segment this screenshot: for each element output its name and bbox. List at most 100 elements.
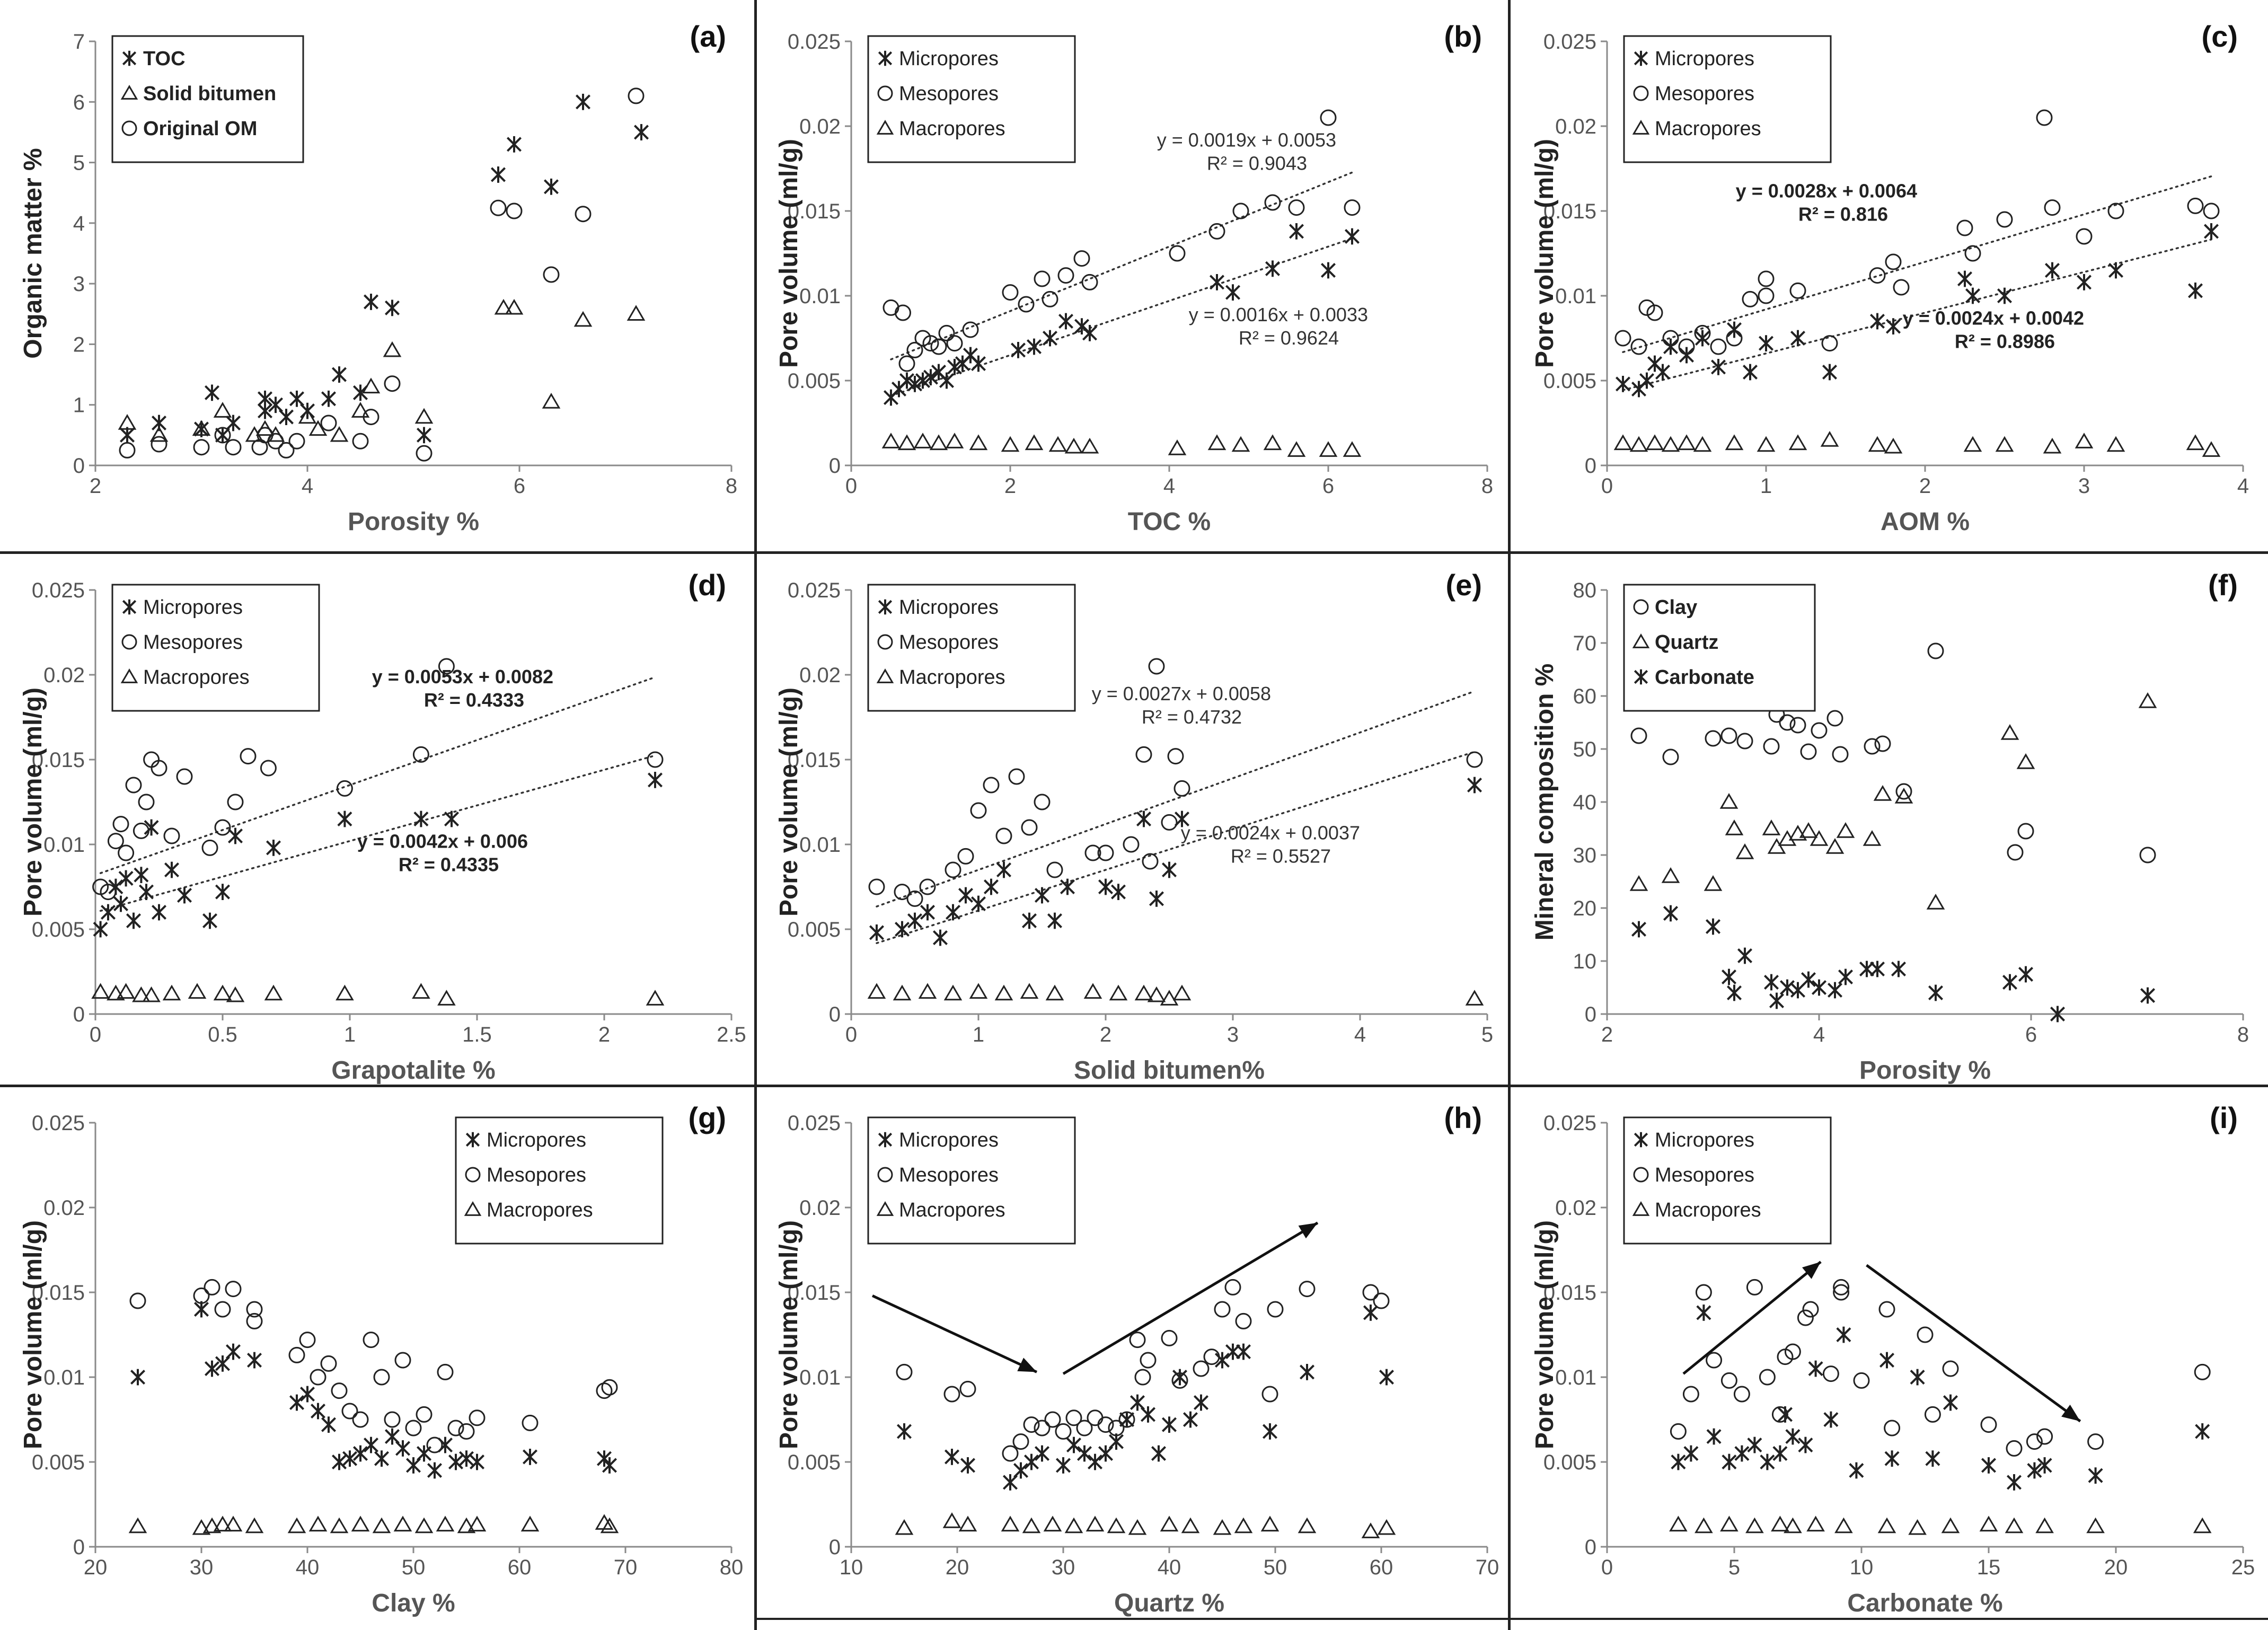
data-point-circle — [214, 1301, 231, 1318]
data-point-circle — [543, 266, 560, 283]
data-point-circle — [1646, 304, 1663, 321]
data-point-circle — [1784, 1343, 1801, 1360]
data-point-asterisk — [970, 355, 986, 372]
data-point-circle — [2107, 202, 2124, 219]
data-point-circle — [246, 1301, 263, 1318]
legend-label: Mesopores — [899, 1164, 999, 1186]
data-point-triangle — [1234, 1517, 1253, 1534]
data-point-asterisk — [1760, 1453, 1775, 1470]
data-point-asterisk — [915, 372, 931, 389]
data-point-circle — [214, 427, 231, 444]
data-point-circle — [2044, 199, 2061, 216]
x-axis-title: TOC % — [1128, 508, 1211, 536]
data-point-asterisk — [1706, 1428, 1722, 1445]
data-point-circle — [1118, 1411, 1135, 1428]
y-tick-label: 0.025 — [32, 579, 85, 602]
data-point-triangle — [1048, 436, 1067, 452]
data-point-circle — [2187, 197, 2204, 214]
data-point-circle — [1874, 735, 1891, 752]
y-tick-label: 0 — [73, 454, 85, 478]
x-tick-label: 4 — [1354, 1023, 1366, 1046]
chart-panel-e: 0 1 2 3 4 5 0 0.005 0.01 0.015 0.02 0.025 Solid bitu… — [756, 553, 1512, 1095]
data-point-circle — [983, 777, 1000, 794]
data-point-asterisk — [920, 904, 936, 921]
data-point-asterisk — [1808, 1360, 1823, 1377]
trendline-equation: y = 0.0016x + 0.0033 — [1189, 304, 1368, 325]
data-point-asterisk — [469, 1453, 485, 1470]
data-point-triangle — [542, 393, 561, 409]
y-tick-label: 0.01 — [43, 1366, 85, 1389]
data-point-circle — [522, 1414, 539, 1431]
data-point-asterisk — [100, 904, 116, 921]
data-point-circle — [1034, 270, 1051, 287]
legend-box — [111, 584, 320, 712]
data-point-asterisk — [1721, 968, 1737, 985]
data-point-circle — [1797, 1309, 1814, 1326]
data-point-circle — [868, 878, 885, 895]
data-point-triangle — [1720, 1516, 1738, 1532]
data-point-triangle — [1725, 820, 1744, 835]
legend-box — [111, 35, 304, 163]
data-point-triangle — [1160, 1516, 1179, 1532]
legend-label: Mesopores — [1655, 83, 1754, 105]
y-tick-label: 0.015 — [32, 748, 85, 772]
data-point-triangle — [1613, 434, 1632, 451]
data-point-asterisk — [1013, 1462, 1029, 1479]
data-point-triangle — [881, 433, 901, 448]
y-tick-label: 0.005 — [32, 918, 85, 941]
data-point-asterisk — [2076, 274, 2092, 290]
legend-marker — [877, 1167, 893, 1183]
data-point-asterisk — [151, 904, 167, 921]
legend-marker — [1634, 1132, 1648, 1148]
x-tick-label: 30 — [1052, 1556, 1075, 1579]
data-point-circle — [246, 1312, 263, 1329]
data-point-triangle — [1745, 1517, 1764, 1534]
data-point-triangle — [2000, 724, 2019, 740]
data-point-triangle — [1045, 984, 1064, 1001]
data-point-triangle — [1995, 436, 2014, 452]
panel-label: (b) — [1444, 20, 1482, 53]
data-point-asterisk — [1928, 984, 1944, 1001]
legend-label: Micropores — [487, 1129, 586, 1151]
data-point-circle — [107, 833, 124, 850]
data-point-circle — [299, 1332, 316, 1349]
data-point-circle — [957, 848, 974, 865]
x-axis-title: Grapotalite % — [331, 1056, 495, 1085]
data-point-asterisk — [448, 1453, 464, 1470]
legend-marker — [878, 50, 893, 66]
legend-marker — [1633, 85, 1649, 101]
data-point-asterisk — [1151, 1445, 1167, 1462]
data-point-triangle — [945, 433, 964, 448]
chart-panel-c: 0 1 2 3 4 0 0.005 0.01 0.015 0.02 0.025 AOM % Pore v… — [1512, 4, 2267, 547]
data-point-asterisk — [225, 1343, 241, 1360]
data-point-asterisk — [416, 427, 432, 444]
data-point-asterisk — [278, 409, 294, 425]
data-point-triangle — [1064, 437, 1083, 454]
chart-panel-g: 20 30 40 50 60 70 80 0 0.005 0.01 0.015 0.02 0.025 Cl… — [0, 1086, 756, 1628]
data-point-asterisk — [1671, 1453, 1686, 1470]
data-point-triangle — [1810, 830, 1829, 846]
data-point-asterisk — [1161, 861, 1177, 878]
data-point-triangle — [118, 414, 137, 430]
y-tick-label: 0 — [829, 1003, 841, 1026]
data-point-circle — [2194, 1363, 2211, 1380]
data-point-circle — [1826, 710, 1843, 727]
y-tick-label: 10 — [1573, 950, 1597, 973]
y-tick-label: 0.015 — [32, 1281, 85, 1305]
data-point-asterisk — [1981, 1457, 1997, 1474]
data-point-triangle — [142, 986, 161, 1002]
legend-marker — [1632, 633, 1650, 648]
data-point-triangle — [1963, 436, 1982, 452]
data-point-circle — [100, 884, 117, 901]
data-point-circle — [204, 1279, 220, 1296]
data-point-circle — [1678, 338, 1695, 355]
data-point-asterisk — [1214, 1352, 1230, 1369]
y-tick-label: 40 — [1573, 791, 1597, 814]
data-point-asterisk — [246, 1352, 262, 1369]
data-point-asterisk — [1082, 325, 1098, 341]
trend-arrow-head — [1017, 1358, 1037, 1372]
data-point-triangle — [1693, 436, 1712, 452]
y-axis-title: Pore volume (ml/g) — [1531, 139, 1559, 368]
data-point-circle — [1002, 284, 1019, 301]
data-point-circle — [1705, 730, 1722, 747]
